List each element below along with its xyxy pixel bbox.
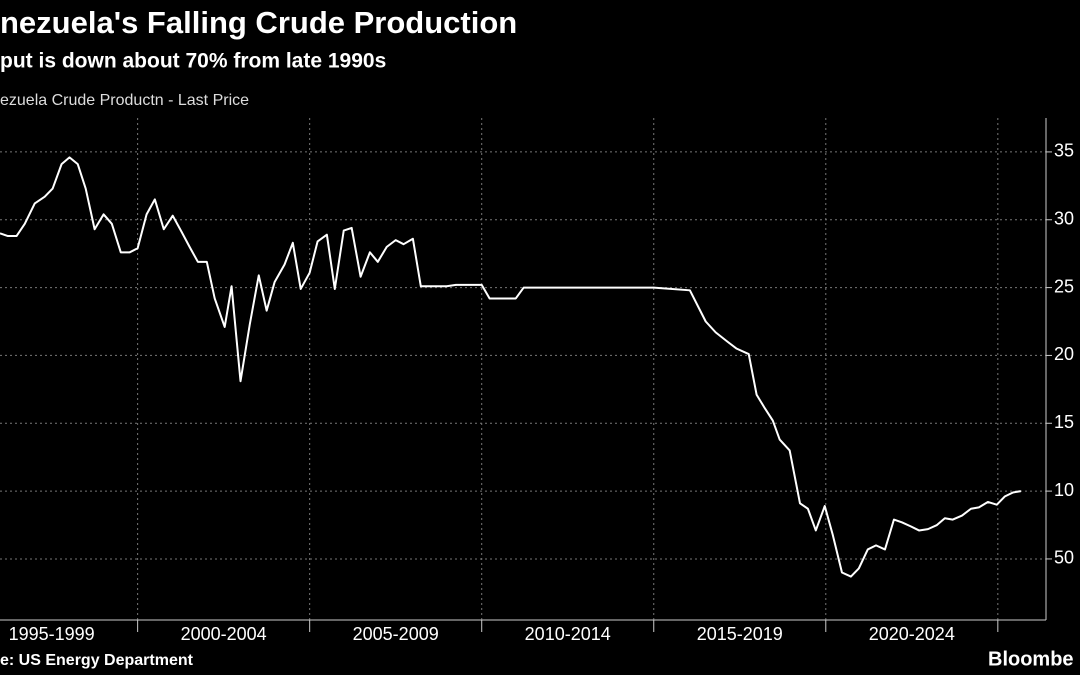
x-tick-label: 1995-1999 [9,624,95,644]
chart-subtitle: put is down about 70% from late 1990s [0,50,386,73]
brand: Bloombe [988,648,1074,670]
x-tick-label: 2020-2024 [869,624,955,644]
y-tick-label: 15 [1054,412,1074,432]
y-tick-label: 10 [1054,480,1074,500]
legend-entry: ezuela Crude Productn - Last Price [0,92,249,109]
x-tick-label: 2010-2014 [525,624,611,644]
y-tick-label: 30 [1054,209,1074,229]
y-tick-label: 35 [1054,141,1074,161]
x-tick-label: 2005-2009 [353,624,439,644]
y-tick-label: 50 [1054,548,1074,568]
data-line [0,156,1022,578]
y-tick-label: 25 [1054,276,1074,296]
chart-title: nezuela's Falling Crude Production [0,5,517,40]
x-tick-label: 2000-2004 [181,624,267,644]
y-tick-label: 20 [1054,344,1074,364]
source: e: US Energy Department [0,652,194,669]
x-tick-label: 2015-2019 [697,624,783,644]
